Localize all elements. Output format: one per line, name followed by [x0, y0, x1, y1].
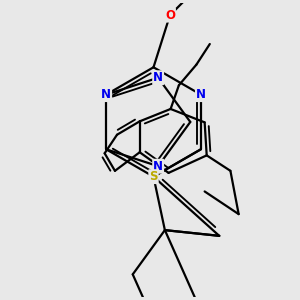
Text: N: N [153, 71, 163, 84]
Text: N: N [153, 160, 163, 173]
Text: S: S [149, 170, 158, 183]
Text: N: N [196, 88, 206, 101]
Text: O: O [165, 9, 175, 22]
Text: N: N [101, 88, 111, 101]
